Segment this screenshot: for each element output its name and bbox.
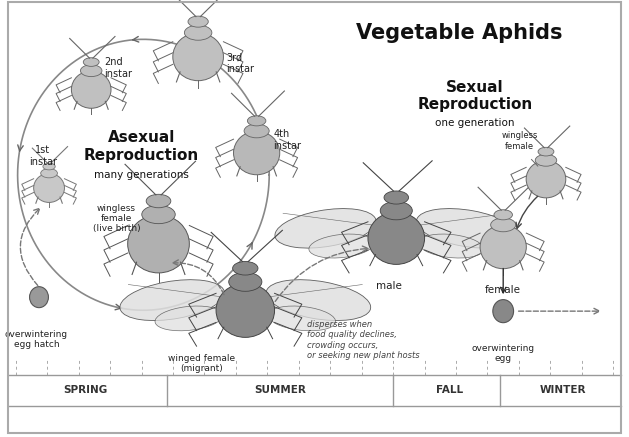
Ellipse shape (120, 280, 225, 320)
Ellipse shape (384, 191, 409, 204)
Text: WINTER: WINTER (540, 385, 586, 395)
Ellipse shape (155, 306, 223, 331)
Ellipse shape (30, 287, 48, 308)
Text: 1st
instar: 1st instar (29, 146, 57, 167)
Text: winged female
(migrant): winged female (migrant) (168, 354, 235, 373)
Ellipse shape (184, 25, 212, 40)
Text: 3rd
instar: 3rd instar (226, 52, 255, 74)
Ellipse shape (480, 225, 526, 269)
Text: 4th
instar: 4th instar (274, 129, 302, 151)
Ellipse shape (41, 169, 57, 178)
Text: wingless
female: wingless female (501, 132, 538, 151)
Ellipse shape (34, 173, 65, 202)
Text: Sexual
Reproduction: Sexual Reproduction (417, 80, 533, 112)
Ellipse shape (229, 272, 262, 291)
Text: SPRING: SPRING (63, 385, 107, 395)
Ellipse shape (146, 194, 171, 208)
Text: 2nd
instar: 2nd instar (104, 57, 132, 79)
Ellipse shape (43, 163, 55, 170)
Text: many generations: many generations (94, 170, 189, 180)
Ellipse shape (538, 147, 554, 156)
Ellipse shape (266, 280, 370, 320)
Ellipse shape (535, 154, 557, 166)
Ellipse shape (233, 261, 258, 275)
Text: overwintering
egg hatch: overwintering egg hatch (5, 330, 68, 349)
Ellipse shape (83, 58, 99, 66)
Ellipse shape (526, 160, 566, 198)
Ellipse shape (418, 234, 484, 258)
Ellipse shape (368, 212, 425, 264)
Ellipse shape (494, 210, 513, 220)
Ellipse shape (268, 306, 336, 331)
Ellipse shape (173, 33, 223, 81)
Ellipse shape (416, 208, 518, 248)
Ellipse shape (491, 218, 516, 232)
Text: FALL: FALL (436, 385, 464, 395)
Ellipse shape (493, 300, 514, 323)
Text: disperses when
food quality declines,
crowding occurs,
or seeking new plant host: disperses when food quality declines, cr… (307, 320, 420, 360)
Ellipse shape (233, 131, 280, 175)
Ellipse shape (142, 205, 175, 224)
Ellipse shape (188, 16, 208, 27)
Text: one generation: one generation (435, 118, 515, 128)
Ellipse shape (244, 124, 269, 138)
Text: female: female (485, 285, 521, 295)
Ellipse shape (72, 71, 111, 108)
Ellipse shape (380, 201, 413, 220)
Ellipse shape (275, 208, 376, 248)
Text: Vegetable Aphids: Vegetable Aphids (356, 23, 562, 43)
Ellipse shape (247, 116, 266, 126)
Ellipse shape (81, 65, 102, 76)
Ellipse shape (128, 215, 189, 273)
Text: wingless
female
(live birth): wingless female (live birth) (92, 204, 140, 233)
Text: male: male (376, 281, 402, 291)
Text: SUMMER: SUMMER (254, 385, 306, 395)
Text: overwintering
egg: overwintering egg (472, 344, 535, 363)
Text: Asexual
Reproduction: Asexual Reproduction (84, 130, 199, 163)
Ellipse shape (309, 234, 374, 258)
Ellipse shape (216, 283, 274, 337)
